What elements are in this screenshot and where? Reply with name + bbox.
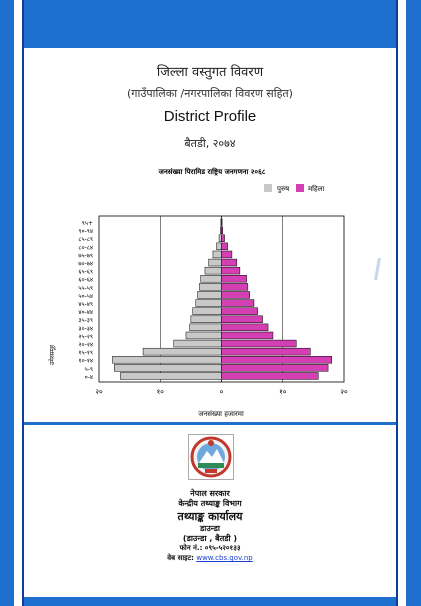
page-title-nepali: जिल्ला वस्तुगत विवरण (156, 65, 264, 80)
y-tick-label: २०-२४ (78, 342, 93, 349)
bar-female (221, 242, 228, 251)
bar-male (218, 234, 222, 242)
bar-female (221, 372, 319, 380)
bar-female (221, 226, 223, 234)
chart-title: जनसंख्या पिरामिड राष्ट्रिय जनगणना २०६८ (158, 167, 266, 176)
left-edge-line (22, 0, 24, 606)
y-tick-label: ७०-७४ (78, 261, 93, 268)
bar-female (221, 291, 250, 299)
y-tick-label: ९०-९४ (78, 228, 93, 235)
government-logo (188, 434, 234, 480)
y-tick-label: ३५-३९ (78, 317, 93, 324)
bar-male (190, 315, 222, 323)
website-link[interactable]: www.cbs.gov.np (196, 554, 253, 562)
bar-female (221, 347, 311, 356)
bar-male (114, 364, 222, 372)
x-tick-label: १० (279, 388, 287, 396)
y-tick-label: ९५+ (82, 220, 93, 227)
y-tick-label: ८५-८९ (78, 236, 93, 243)
y-tick-label: ५-९ (85, 366, 93, 373)
y-tick-label: ६५-६९ (78, 269, 93, 276)
org-line-2: केन्द्रीय तथ्याङ्क विभाग (178, 499, 242, 508)
y-axis-label: उमेरसमूह (48, 344, 56, 365)
legend-female-label: महिला (308, 184, 324, 193)
org-line-1: नेपाल सरकार (190, 489, 230, 498)
bar-female (221, 315, 263, 323)
bar-female (221, 234, 225, 242)
page-title-english: District Profile (163, 108, 257, 125)
bar-male (120, 372, 222, 380)
bar-male (112, 356, 222, 364)
bar-female (221, 307, 258, 315)
bar-male (200, 275, 222, 283)
bar-male (197, 291, 222, 299)
y-tick-label: ०-४ (85, 374, 93, 381)
x-tick-label: २० (95, 388, 103, 396)
bar-male (189, 323, 222, 332)
bar-female (221, 275, 247, 283)
bar-female (221, 283, 249, 291)
y-tick-label: ७५-७९ (78, 252, 93, 259)
x-tick-label: १० (157, 388, 165, 396)
y-tick-label: ६०-६४ (78, 277, 93, 284)
bar-male (212, 250, 222, 259)
bar-male (185, 331, 222, 340)
bar-female (221, 339, 297, 348)
bar-male (142, 347, 222, 356)
y-tick-label: ८०-८४ (78, 244, 93, 251)
bar-female (221, 299, 255, 307)
y-tick-label: १५-१९ (78, 350, 93, 357)
bar-female (221, 258, 238, 267)
bar-male (216, 242, 222, 251)
website-line: वेब साइट: www.cbs.gov.np (24, 554, 396, 563)
right-edge-line (396, 0, 398, 606)
y-tick-label: ३०-३४ (78, 325, 93, 332)
legend-male-label: पुरुष (277, 185, 290, 193)
website-label: वेब साइट: (167, 554, 194, 562)
y-tick-label: ५०-५४ (78, 293, 93, 300)
bar-female (221, 323, 269, 332)
y-tick-label: ४०-४४ (78, 309, 93, 316)
x-axis-label: जनसंख्या हजारमा (198, 410, 244, 418)
phone-number: फोन नं.: ०९५-५२०१३३ (179, 544, 241, 552)
legend-male-swatch (264, 184, 272, 192)
y-tick-label: ५५-५९ (78, 285, 93, 292)
org-line-3: तथ्याङ्क कार्यालय (177, 510, 243, 523)
bar-female (221, 266, 241, 275)
y-tick-label: १०-१४ (78, 358, 93, 365)
bar-male (208, 258, 222, 267)
y-tick-label: ४५-४९ (78, 301, 93, 308)
bar-male (192, 307, 222, 315)
bar-male (195, 299, 222, 307)
y-tick-label: २५-२९ (78, 333, 93, 340)
bar-male (204, 266, 222, 275)
bar-female (221, 218, 223, 226)
bar-male (199, 283, 222, 291)
bar-female (221, 331, 274, 340)
org-line-4: डाउन्डा (200, 524, 220, 533)
title-panel (24, 48, 396, 160)
legend-female-swatch (296, 184, 304, 192)
bar-female (221, 364, 329, 372)
left-border-stripe (14, 0, 22, 606)
page-subtitle: (गाउँपालिका /नगरपालिका विवरण सहित) (127, 87, 293, 100)
x-tick-label: ० (220, 388, 224, 396)
district-year: बैतडी, २०७४ (184, 137, 236, 150)
population-pyramid-chart: जनसंख्या पिरामिड राष्ट्रिय जनगणना २०६८ प… (48, 167, 348, 418)
bar-female (221, 356, 332, 364)
bar-male (173, 339, 222, 348)
bar-female (221, 250, 233, 259)
right-border-stripe (398, 0, 406, 606)
x-tick-label: २० (340, 388, 348, 396)
org-line-5: (डाउन्डा , बैतडी ) (182, 534, 238, 543)
